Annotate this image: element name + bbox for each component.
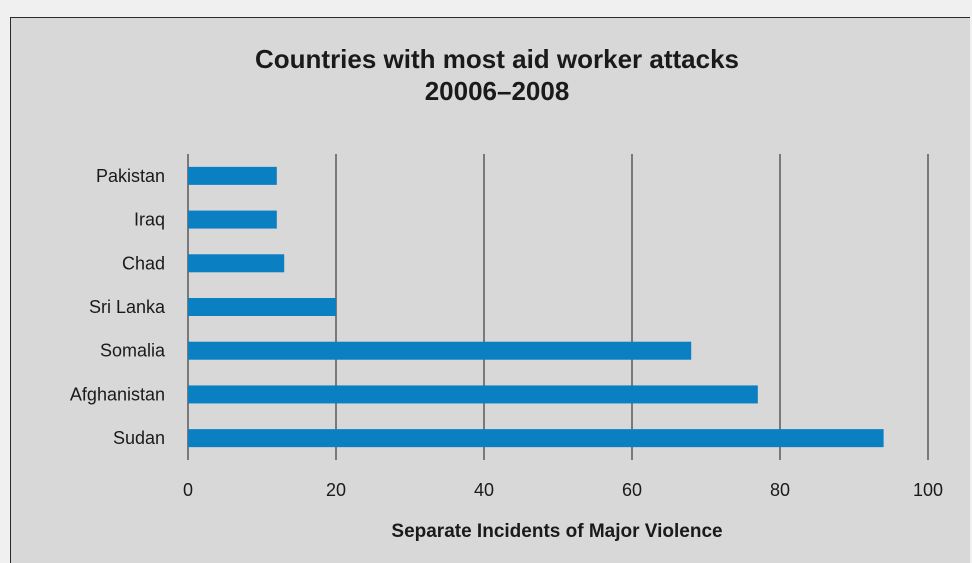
x-tick-label: 0 [183,480,193,500]
chart-title: Countries with most aid worker attacks [255,44,739,74]
bar-pakistan [188,166,277,185]
chart-frame [10,17,970,563]
x-tick-labels: 0 20 40 60 80 100 [183,480,943,500]
x-tick-label: 80 [770,480,790,500]
bars [188,166,884,448]
category-label: Sudan [113,428,165,448]
x-axis-title: Separate Incidents of Major Violence [391,521,722,542]
bar-sri-lanka [188,298,336,316]
category-label: Afghanistan [70,384,165,404]
category-label: Chad [122,253,165,273]
category-label: Sri Lanka [89,297,166,317]
category-labels: Pakistan Iraq Chad Sri Lanka Somalia Afghanis… [70,166,166,448]
bar-somalia [188,341,692,360]
category-label: Somalia [100,341,166,361]
category-label: Pakistan [96,166,165,186]
bar-iraq [188,210,277,229]
bar-afghanistan [188,385,758,404]
bar-chad [188,254,285,273]
category-label: Iraq [134,210,165,230]
bar-sudan [188,429,884,448]
x-tick-label: 60 [622,480,642,500]
x-tick-label: 20 [326,480,346,500]
x-tick-label: 100 [913,480,943,500]
x-tick-label: 40 [474,480,494,500]
chart-subtitle: 20006–2008 [425,76,570,106]
